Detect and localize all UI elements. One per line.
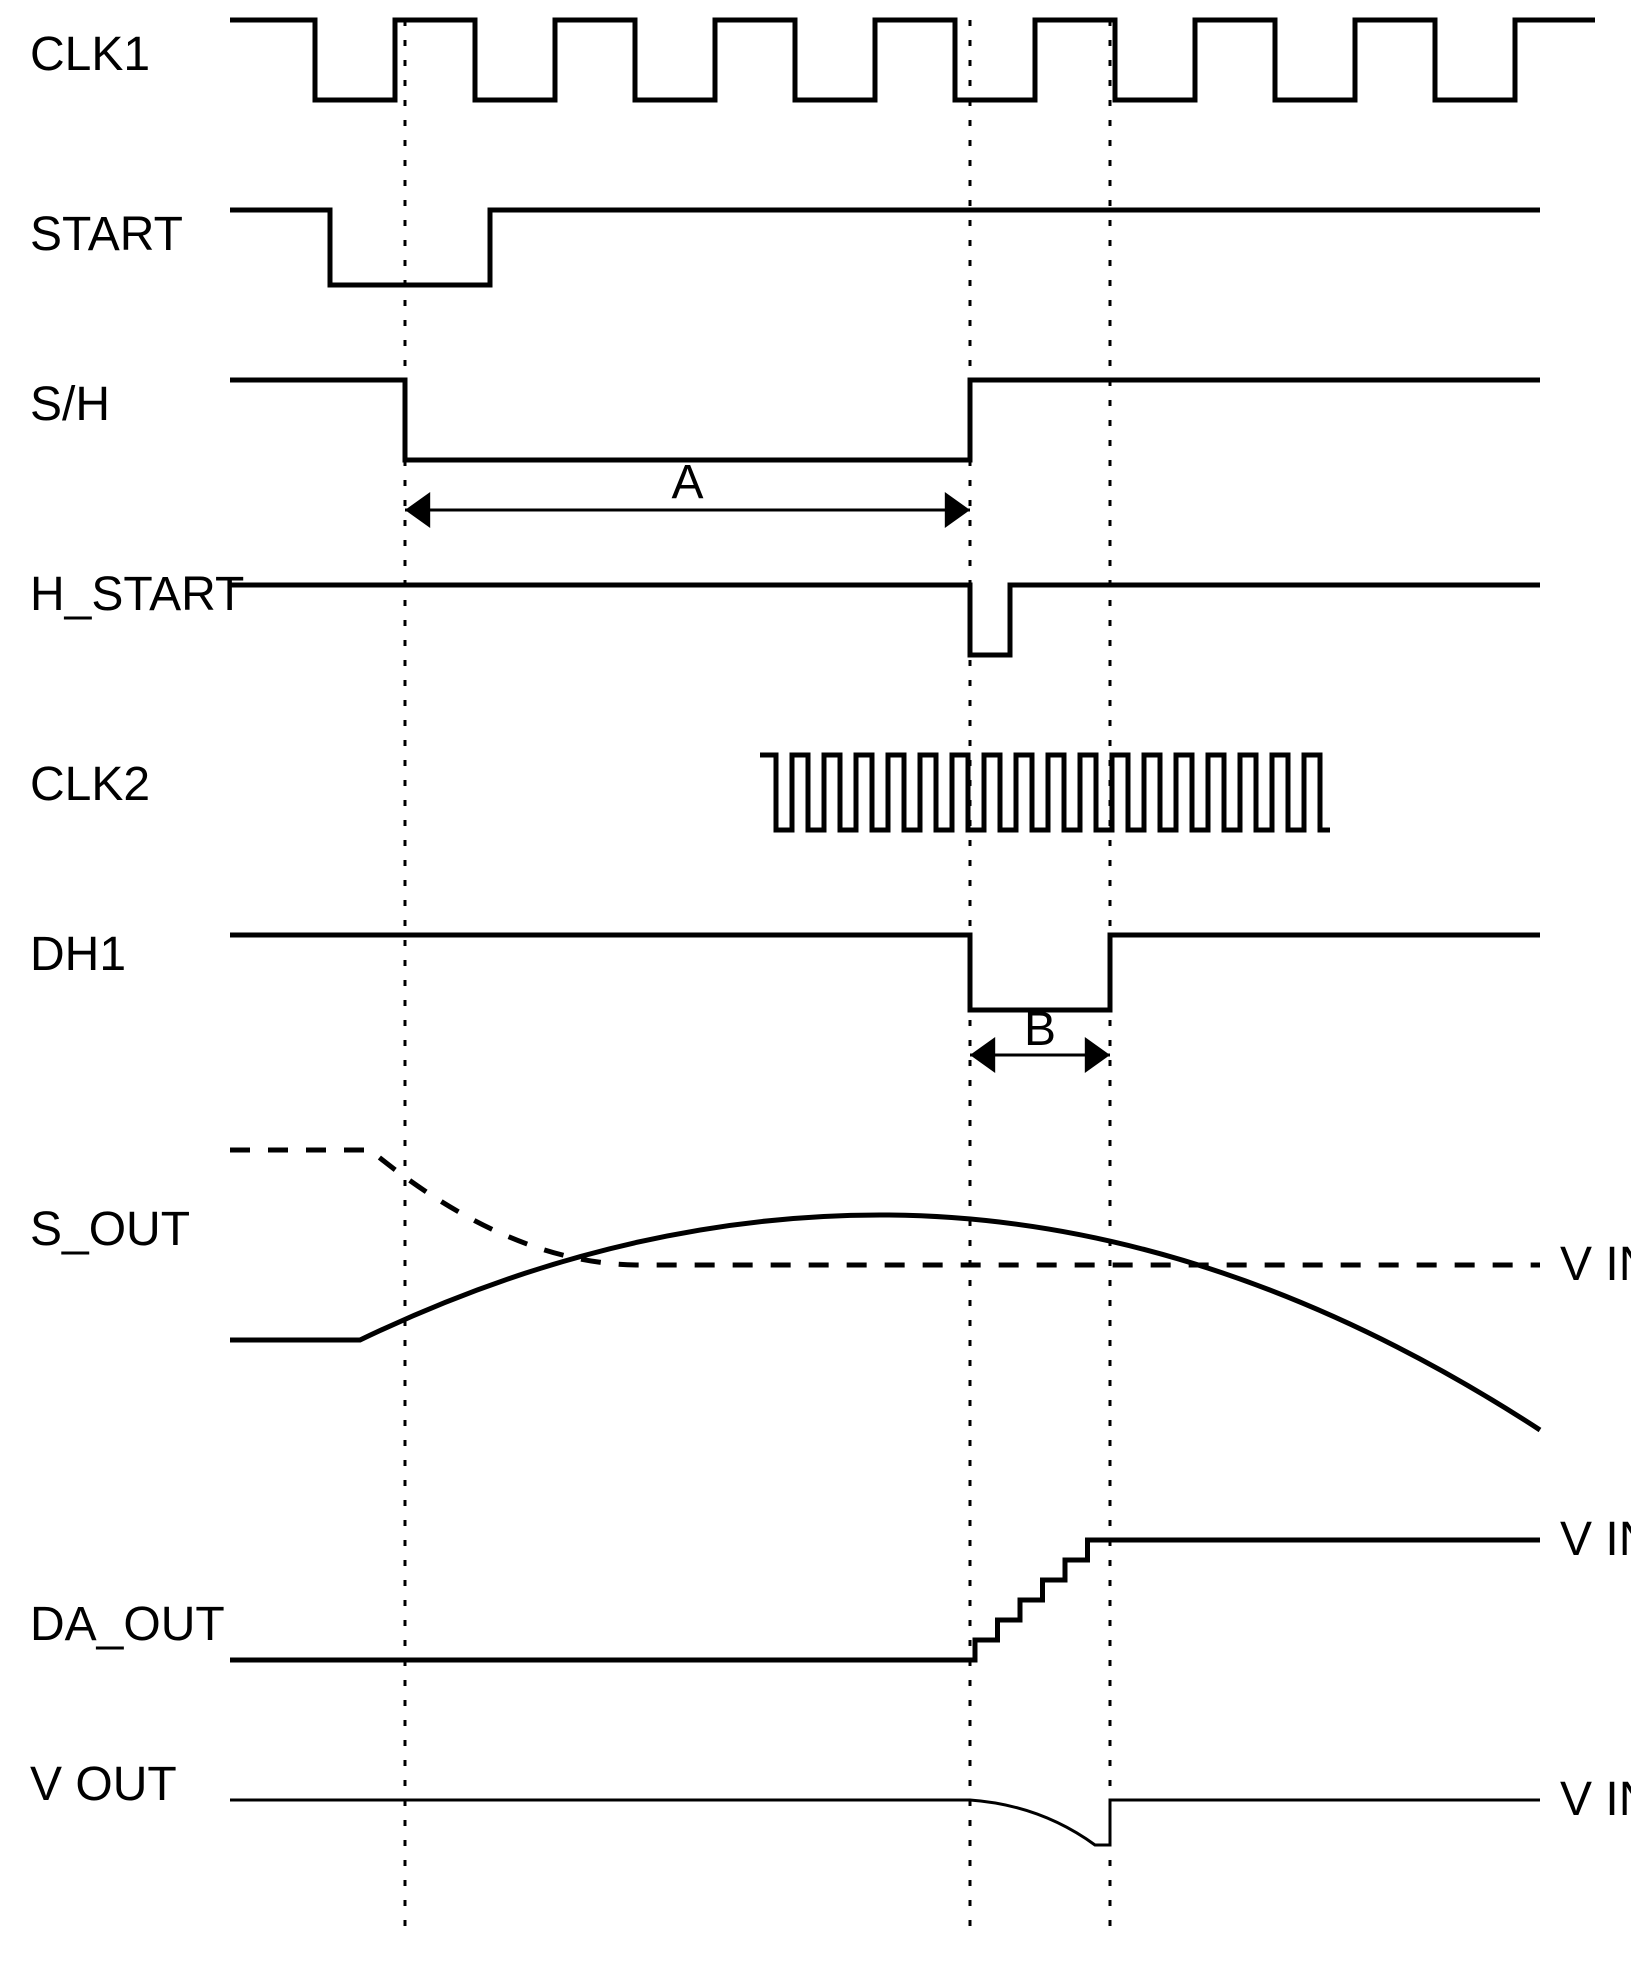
daout-vin-label: V IN — [1560, 1513, 1631, 1566]
interval-a-arrow-right — [945, 492, 970, 528]
sout-dashed — [230, 1150, 1540, 1265]
sh-wave — [230, 380, 1540, 460]
dh1-wave — [230, 935, 1540, 1010]
daout-label: DA_OUT — [30, 1598, 225, 1651]
vout-wave — [230, 1800, 1540, 1845]
sout-vin-label: V IN — [1560, 1238, 1631, 1291]
sh-label: S/H — [30, 378, 110, 431]
timing-diagram: CLK1 START S/H A H_START CLK2 DH1 B S_OUT V IN DA_… — [0, 0, 1631, 1964]
clk2-wave — [760, 755, 1330, 830]
hstart-wave — [230, 585, 1540, 655]
dh1-label: DH1 — [30, 928, 126, 981]
vout-label: V OUT — [30, 1758, 177, 1811]
clk1-label: CLK1 — [30, 28, 150, 81]
start-label: START — [30, 208, 183, 261]
start-wave — [230, 210, 1540, 285]
sout-solid — [230, 1215, 1540, 1430]
clk2-label: CLK2 — [30, 758, 150, 811]
interval-b-label: B — [1024, 1003, 1056, 1056]
interval-a-arrow-left — [405, 492, 430, 528]
hstart-label: H_START — [30, 568, 244, 621]
clk1-wave — [230, 20, 1595, 100]
sout-label: S_OUT — [30, 1203, 190, 1256]
interval-b-arrow-right — [1085, 1037, 1110, 1073]
vout-vin-label: V IN — [1560, 1773, 1631, 1826]
daout-wave — [230, 1540, 1540, 1660]
interval-b-arrow-left — [970, 1037, 995, 1073]
interval-a-label: A — [671, 456, 703, 509]
